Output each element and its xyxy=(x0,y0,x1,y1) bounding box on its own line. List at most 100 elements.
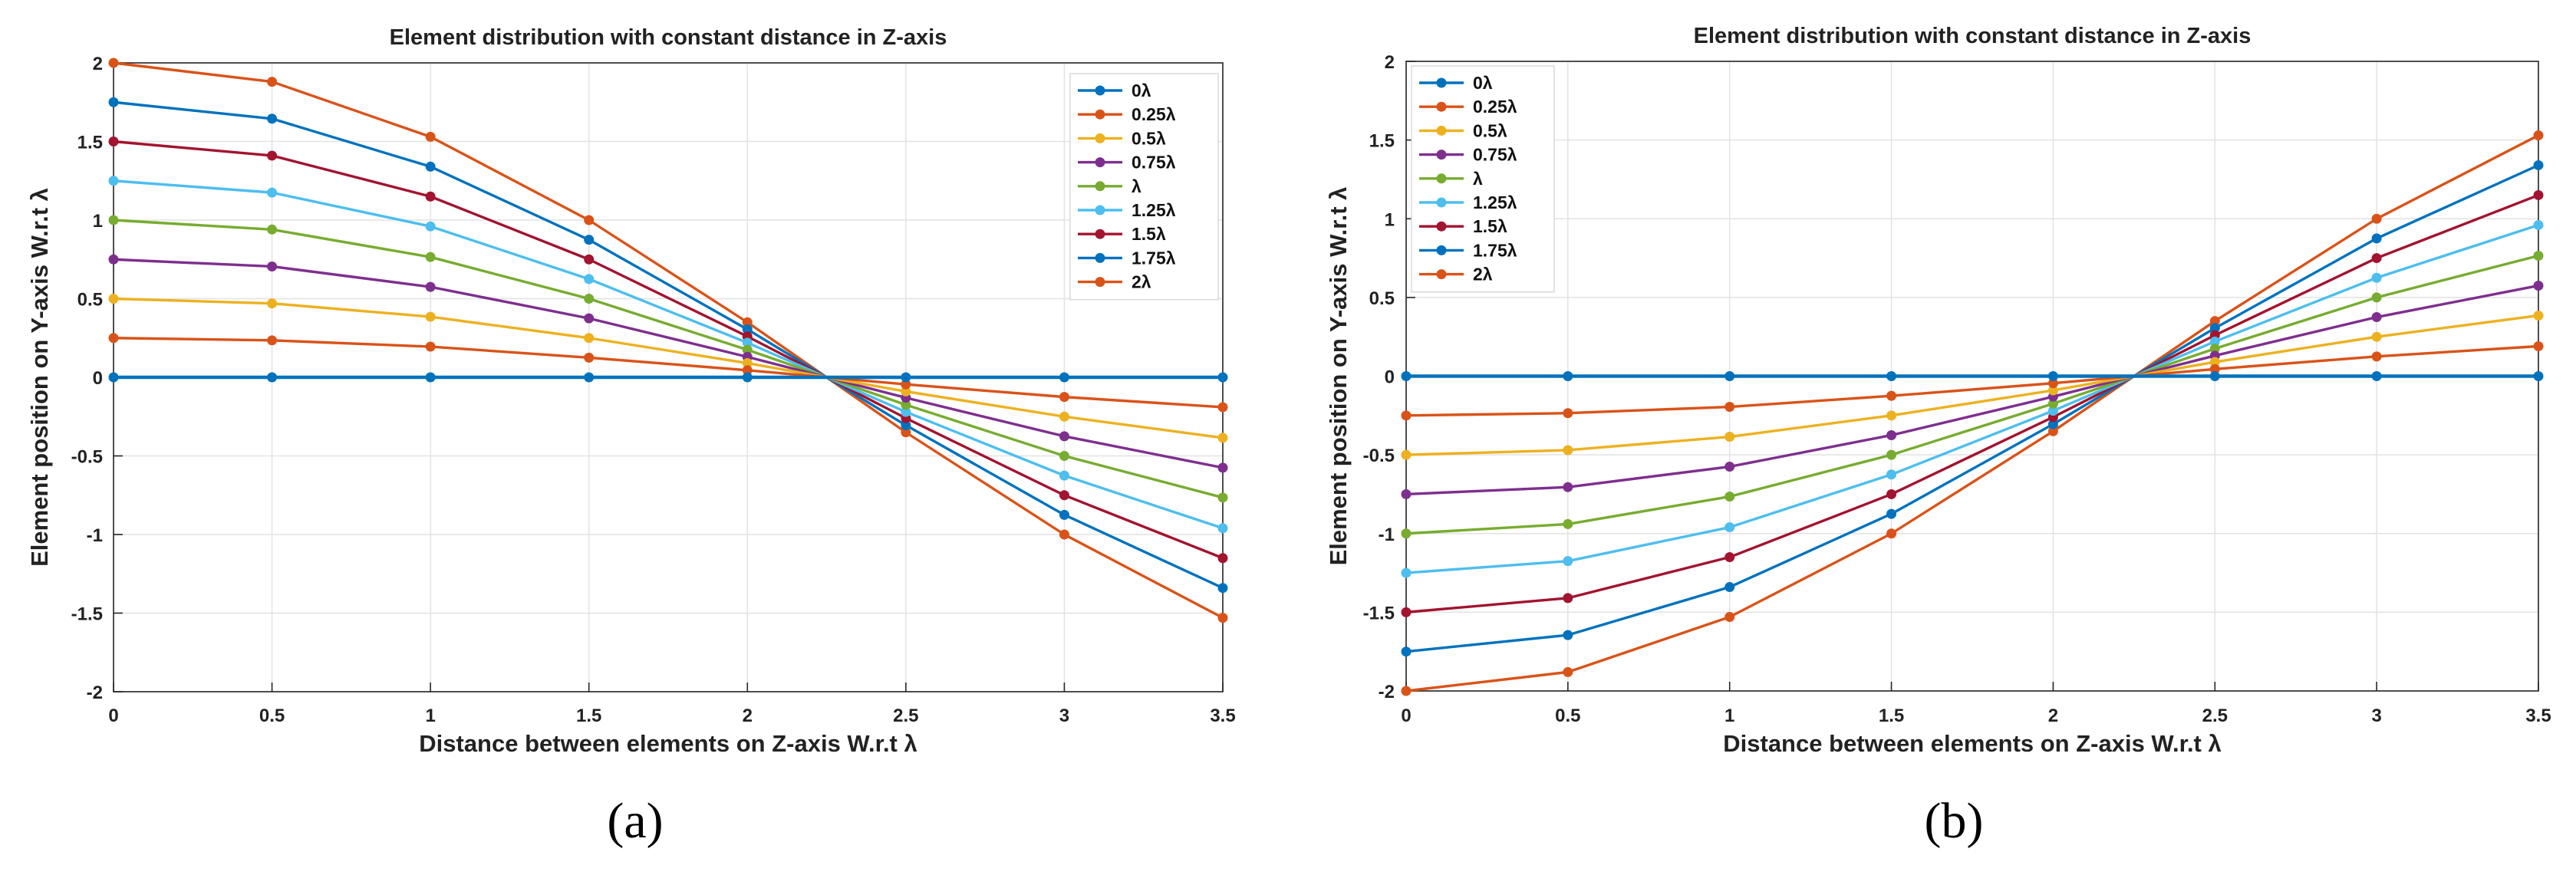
series-line xyxy=(1405,314,2539,456)
data-point xyxy=(1724,492,1735,502)
data-point xyxy=(2047,398,2058,409)
x-tick-label: 3 xyxy=(2371,706,2381,726)
legend-label: 0.75λ xyxy=(1132,153,1176,173)
data-point xyxy=(2533,160,2544,170)
data-point xyxy=(1563,371,1573,381)
series-0 xyxy=(1401,371,2544,381)
data-point xyxy=(901,420,911,431)
data-point xyxy=(267,298,278,309)
x-tick-label: 1 xyxy=(425,706,435,726)
data-point xyxy=(2209,316,2220,327)
series-8 xyxy=(1401,130,2544,696)
legend-label: 1.5λ xyxy=(1473,216,1507,236)
data-point xyxy=(1401,686,1412,696)
x-tick-label: 2.5 xyxy=(893,706,918,726)
legend-swatch-marker xyxy=(1436,245,1447,255)
data-point xyxy=(584,215,595,225)
data-point xyxy=(2371,213,2382,224)
data-point xyxy=(1724,582,1735,593)
data-point xyxy=(742,365,753,376)
panel-label-b: (b) xyxy=(1925,793,1984,849)
legend-label: 1.25λ xyxy=(1132,200,1176,220)
legend-label: 0λ xyxy=(1132,81,1151,100)
data-point xyxy=(1059,431,1069,442)
data-point xyxy=(1886,429,1897,440)
data-point xyxy=(2047,406,2058,416)
data-point xyxy=(2371,253,2382,264)
data-point xyxy=(901,379,911,390)
data-point xyxy=(584,372,595,383)
data-point xyxy=(425,341,436,352)
data-point xyxy=(1886,528,1897,539)
data-point xyxy=(2533,371,2544,381)
x-tick-label: 3.5 xyxy=(1210,706,1235,726)
data-point xyxy=(267,77,278,87)
data-point xyxy=(1886,410,1897,421)
chart-panel-b: 0 0.5 1 1.5 2 2.5 3 3.5 -2 -1.5 -1 -0.5 0 0.5 1 1.5 2 Ele… xyxy=(1325,24,2551,757)
data-point xyxy=(2371,331,2382,342)
data-point xyxy=(108,176,119,186)
legend-swatch-marker xyxy=(1436,77,1447,88)
legend: 0λ 0.25λ 0.5λ 0.75λ λ 1.25λ 1.5λ 1.75λ 2λ xyxy=(1411,65,1555,293)
x-tick-label: 0.5 xyxy=(1555,706,1580,726)
data-point xyxy=(425,372,436,383)
y-tick-label: -2 xyxy=(87,683,103,703)
data-point xyxy=(2533,130,2544,140)
data-point xyxy=(1217,492,1228,503)
x-tick-label: 1.5 xyxy=(576,706,601,726)
series-1 xyxy=(1401,341,2544,421)
data-point xyxy=(1886,508,1897,519)
panel-label-a: (a) xyxy=(607,793,663,849)
data-point xyxy=(2533,250,2544,261)
data-point xyxy=(1724,371,1735,381)
data-point xyxy=(1059,411,1069,422)
data-point xyxy=(1401,607,1412,617)
legend-swatch-marker xyxy=(1436,125,1447,136)
data-point xyxy=(2209,344,2220,354)
data-point xyxy=(1401,646,1412,657)
data-point xyxy=(1724,612,1735,623)
x-axis-label: Distance between elements on Z-axis W.r.… xyxy=(1723,730,2222,757)
data-point xyxy=(1886,390,1897,401)
series-4 xyxy=(1401,250,2544,539)
data-point xyxy=(584,294,595,304)
data-point xyxy=(1563,556,1573,567)
legend-label: 0.5λ xyxy=(1132,128,1166,148)
data-point xyxy=(267,113,278,124)
data-point xyxy=(2533,341,2544,352)
data-point xyxy=(2371,351,2382,362)
series-line xyxy=(1405,223,2539,574)
data-point xyxy=(1217,402,1228,413)
data-point xyxy=(1059,372,1069,383)
data-point xyxy=(742,324,753,334)
data-point xyxy=(2371,292,2382,303)
data-point xyxy=(267,335,278,346)
legend-swatch-marker xyxy=(1436,150,1447,160)
legend: 0λ 0.25λ 0.5λ 0.75λ λ 1.25λ 1.5λ 1.75λ 2λ xyxy=(1069,73,1219,301)
data-point xyxy=(2047,385,2058,396)
y-tick-label: -1 xyxy=(1379,525,1395,545)
series-line xyxy=(1405,133,2539,692)
data-point xyxy=(108,333,119,344)
legend-swatch-marker xyxy=(1095,133,1105,143)
legend-label: 0.5λ xyxy=(1473,120,1507,140)
data-point xyxy=(2533,189,2544,200)
legend-label: 1.75λ xyxy=(1132,248,1176,268)
data-point xyxy=(108,372,119,383)
chart-title: Element distribution with constant dista… xyxy=(1694,24,2252,48)
legend-swatch-marker xyxy=(1095,157,1105,168)
data-point xyxy=(1886,488,1897,499)
y-tick-label: 1.5 xyxy=(77,133,103,153)
data-point xyxy=(2209,371,2220,381)
data-point xyxy=(2533,219,2544,230)
y-tick-label: 1.5 xyxy=(1369,131,1395,152)
series-1 xyxy=(108,333,1228,413)
data-point xyxy=(584,352,595,363)
legend-swatch-marker xyxy=(1095,205,1105,215)
y-tick-label: -1.5 xyxy=(1363,603,1395,623)
legend-swatch-marker xyxy=(1436,197,1447,208)
data-point xyxy=(584,313,595,324)
y-tick-label: 0.5 xyxy=(77,290,103,311)
legend-swatch-marker xyxy=(1436,221,1447,232)
legend-label: λ xyxy=(1473,169,1483,189)
